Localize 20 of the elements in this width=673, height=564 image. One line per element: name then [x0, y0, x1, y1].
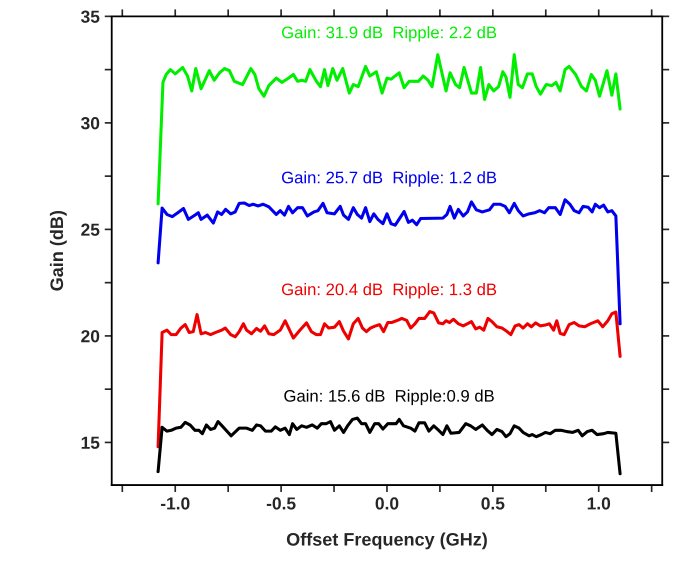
line-series: [156, 416, 622, 476]
y-tick-label: 15: [82, 436, 100, 449]
line-series: [156, 198, 622, 326]
x-tick-label: 0.0: [376, 497, 398, 510]
x-axis-title: Offset Frequency (GHz): [286, 532, 487, 550]
y-axis-title: Gain (dB): [50, 210, 67, 291]
y-tick-label: 20: [81, 330, 100, 342]
series-label: Gain: 25.7 dB Ripple: 1.2 dB: [282, 171, 496, 187]
y-tick-label: 25: [81, 224, 100, 236]
x-tick-label: -1.0: [160, 497, 190, 510]
x-tick-label: 0.5: [481, 497, 504, 510]
series-label: Gain: 20.4 dB Ripple: 1.3 dB: [282, 283, 496, 299]
series-label: Gain: 31.9 dB Ripple: 2.2 dB: [282, 26, 496, 42]
line-series: [156, 53, 622, 206]
line-series: [156, 310, 622, 448]
y-tick-label: 35: [81, 10, 100, 23]
x-tick-label: -0.5: [266, 497, 296, 510]
x-tick-label: 1.0: [588, 497, 610, 510]
y-tick-label: 30: [81, 117, 100, 130]
series-label: Gain: 15.6 dB Ripple:0.9 dB: [284, 390, 494, 406]
